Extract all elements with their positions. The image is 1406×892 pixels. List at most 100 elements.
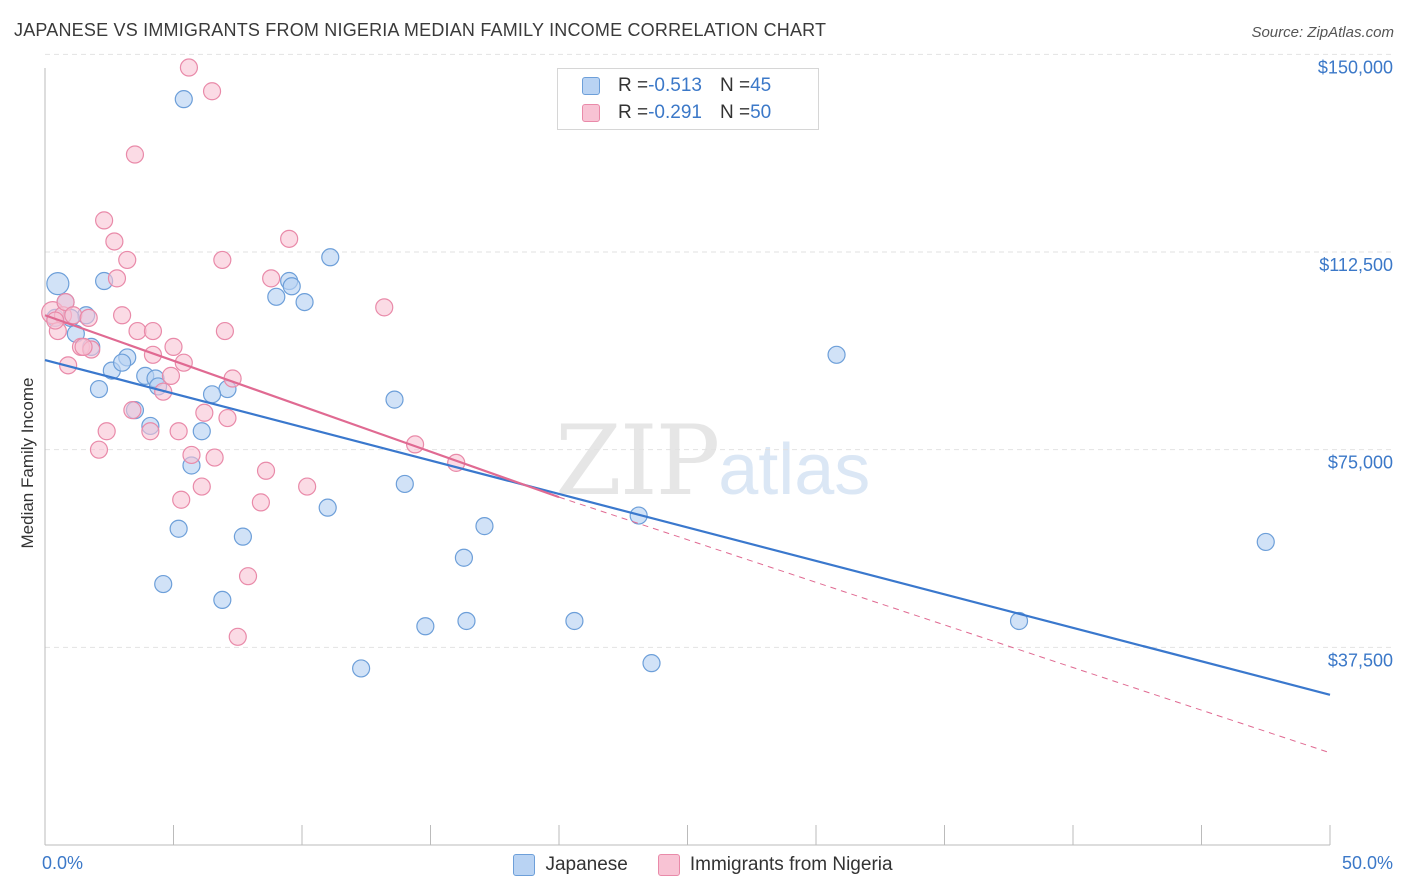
point-nigeria: [213, 250, 232, 270]
trend-line-japanese: [44, 359, 1331, 696]
point-nigeria: [97, 422, 116, 441]
point-japanese: [169, 519, 188, 538]
point-japanese: [457, 611, 476, 631]
grid-lines: [45, 53, 1392, 648]
legend-n-label: N =: [719, 102, 751, 123]
point-nigeria: [262, 269, 281, 288]
point-nigeria: [161, 366, 181, 385]
point-nigeria: [195, 403, 214, 422]
legend-label-japanese: Japanese: [545, 854, 628, 875]
watermark-atlas: atlas: [718, 430, 871, 510]
point-japanese: [352, 659, 371, 678]
point-nigeria: [64, 306, 83, 325]
point-nigeria: [143, 345, 163, 364]
x-tick-label-max: 50.0%: [1342, 853, 1393, 873]
point-nigeria: [125, 145, 145, 164]
legend-n-value: 45: [750, 75, 772, 96]
chart-source: Source: ZipAtlas.com: [1251, 24, 1394, 41]
point-nigeria: [202, 82, 222, 101]
point-nigeria: [95, 211, 114, 230]
point-japanese: [827, 345, 846, 364]
nigeria-points: [41, 58, 466, 646]
point-nigeria: [179, 58, 199, 77]
point-japanese: [213, 590, 232, 610]
point-nigeria: [141, 422, 160, 441]
point-nigeria: [112, 306, 132, 325]
point-nigeria: [169, 422, 188, 441]
point-japanese: [642, 654, 661, 673]
point-nigeria: [215, 321, 234, 341]
series-legend: Japanese Immigrants from Nigeria: [0, 852, 1406, 878]
point-nigeria: [218, 408, 237, 428]
legend-n-label: N =: [719, 75, 751, 96]
point-nigeria: [123, 401, 142, 420]
point-nigeria: [298, 477, 317, 496]
legend-swatch-japanese: [513, 854, 536, 876]
legend-r-label: R =: [618, 75, 649, 96]
y-tick-label: $37,500: [1328, 650, 1393, 670]
y-tick-label: $150,000: [1318, 57, 1393, 77]
trend-line-nigeria-extension: [558, 496, 1331, 754]
point-nigeria: [105, 232, 124, 251]
point-japanese: [192, 422, 211, 441]
y-tick-label: $75,000: [1328, 453, 1393, 473]
y-tick-label: $112,500: [1319, 255, 1393, 275]
point-nigeria: [89, 440, 109, 459]
point-japanese: [112, 353, 132, 372]
watermark-zip: ZIP: [555, 405, 720, 517]
point-japanese: [1009, 611, 1029, 631]
point-nigeria: [172, 490, 191, 509]
point-nigeria: [164, 337, 183, 356]
legend-r-value: -0.513: [648, 75, 702, 96]
legend-label-nigeria: Immigrants from Nigeria: [689, 854, 893, 875]
point-nigeria: [251, 493, 270, 512]
legend-swatch-nigeria: [657, 854, 680, 876]
legend-row-japanese: R = -0.513 N = 45: [582, 74, 771, 98]
point-nigeria: [79, 308, 98, 328]
point-japanese: [295, 292, 314, 312]
point-japanese: [395, 474, 414, 494]
point-japanese: [416, 617, 435, 636]
y-axis-label: Median Family Income: [18, 377, 37, 548]
point-nigeria: [143, 321, 163, 341]
point-nigeria: [182, 445, 201, 465]
legend-swatch-japanese: [582, 77, 600, 95]
axes: [44, 68, 1331, 846]
trend-line-nigeria: [44, 314, 560, 499]
point-japanese: [174, 90, 193, 109]
point-japanese: [475, 517, 494, 536]
point-nigeria: [375, 298, 394, 317]
point-japanese: [267, 287, 286, 306]
trend-lines: [44, 314, 1331, 754]
legend-n-value: 50: [750, 102, 772, 123]
zipatlas-watermark: ZIPatlas: [555, 405, 870, 517]
point-nigeria: [192, 477, 211, 496]
legend-row-nigeria: R = -0.291 N = 50: [582, 101, 771, 125]
point-japanese: [154, 574, 173, 594]
point-nigeria: [107, 269, 127, 288]
point-nigeria: [74, 337, 93, 356]
point-nigeria: [256, 461, 276, 480]
point-japanese: [318, 498, 337, 517]
point-japanese: [565, 611, 584, 631]
point-japanese: [282, 277, 301, 296]
x-tick-label-min: 0.0%: [42, 853, 83, 873]
legend-r-value: -0.291: [648, 102, 702, 123]
point-nigeria: [118, 250, 137, 270]
point-japanese: [321, 248, 340, 267]
point-japanese: [454, 548, 474, 567]
legend-r-label: R =: [618, 102, 649, 123]
point-japanese: [233, 527, 252, 546]
point-japanese: [202, 385, 222, 404]
point-nigeria: [205, 448, 224, 467]
legend-swatch-nigeria: [582, 104, 600, 122]
stats-legend: R = -0.513 N = 45 R = -0.291 N = 50: [557, 68, 819, 130]
chart-title: JAPANESE VS IMMIGRANTS FROM NIGERIA MEDI…: [14, 20, 827, 40]
tick-labels: $37,500 $75,000 $112,500 $150,000 0.0% 50.0%: [42, 57, 1393, 873]
point-nigeria: [128, 321, 147, 341]
point-nigeria: [228, 627, 247, 646]
legend-item-nigeria: Immigrants from Nigeria: [657, 854, 893, 876]
point-japanese: [385, 390, 404, 409]
legend-item-japanese: Japanese: [513, 854, 628, 876]
